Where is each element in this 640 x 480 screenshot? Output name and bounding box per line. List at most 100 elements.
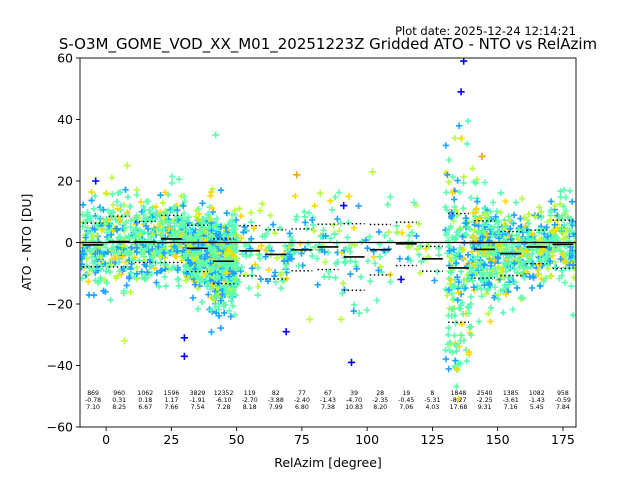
scatter-point — [445, 178, 452, 186]
scatter-point — [557, 255, 564, 263]
scatter-point — [479, 221, 486, 229]
scatter-point — [133, 264, 141, 271]
scatter-point — [451, 196, 458, 203]
scatter-point — [249, 265, 256, 272]
outlier-point — [293, 171, 301, 179]
scatter-point — [564, 226, 571, 233]
scatter-point — [442, 355, 450, 363]
y-tick-label: 0 — [65, 235, 73, 250]
scatter-point — [511, 260, 518, 267]
scatter-point — [162, 282, 170, 290]
scatter-point — [455, 249, 462, 256]
scatter-point — [127, 217, 135, 224]
scatter-point — [108, 174, 116, 181]
scatter-point — [431, 277, 438, 284]
scatter-point — [570, 261, 576, 269]
scatter-point — [371, 260, 379, 267]
scatter-point — [199, 299, 206, 306]
scatter-point — [501, 259, 508, 266]
scatter-point — [120, 290, 127, 297]
scatter-point — [556, 275, 563, 282]
scatter-point — [180, 210, 188, 217]
bin-stat-n: 28 — [376, 390, 384, 397]
scatter-point — [556, 214, 563, 222]
scatter-point — [483, 219, 490, 226]
scatter-point — [175, 176, 183, 183]
scatter-point — [455, 122, 463, 129]
scatter-point — [570, 274, 576, 281]
scatter-point — [435, 244, 443, 251]
scatter-point — [80, 250, 87, 258]
scatter-point — [209, 233, 216, 241]
scatter-point — [415, 220, 422, 228]
bin-stat-mean: -3.88 — [268, 397, 284, 404]
scatter-point — [442, 203, 449, 211]
scatter-point — [266, 243, 273, 250]
scatter-point — [449, 173, 456, 181]
scatter-point — [568, 283, 575, 290]
scatter-point — [240, 229, 247, 236]
scatter-point — [127, 203, 134, 210]
scatter-point — [231, 311, 239, 318]
scatter-point — [176, 240, 184, 247]
scatter-point — [446, 339, 454, 346]
scatter-point — [482, 211, 489, 219]
scatter-point — [92, 277, 99, 284]
scatter-point — [344, 234, 351, 241]
scatter-point — [478, 285, 485, 293]
scatter-point — [254, 292, 261, 299]
scatter-point — [127, 223, 134, 231]
scatter-point — [413, 245, 421, 253]
scatter-point — [455, 396, 462, 403]
scatter-point — [117, 202, 125, 209]
bin-stat-sd: 8.18 — [243, 404, 257, 411]
scatter-point — [485, 252, 492, 259]
scatter-point — [358, 238, 365, 245]
scatter-point — [347, 271, 354, 278]
scatter-point — [189, 294, 197, 301]
scatter-point — [537, 282, 544, 290]
scatter-point — [212, 303, 219, 311]
scatter-point — [105, 235, 113, 242]
scatter-point — [91, 265, 98, 272]
scatter-point — [107, 261, 115, 268]
scatter-point — [138, 250, 145, 257]
bin-stat-sd: 5.45 — [530, 404, 544, 411]
scatter-point — [449, 234, 456, 241]
scatter-point — [118, 271, 125, 278]
bin-stat-mean: -0.78 — [85, 397, 101, 404]
bin-stat-mean: 1.17 — [165, 397, 179, 404]
scatter-point — [339, 280, 347, 287]
scatter-point — [568, 198, 576, 205]
scatter-point — [219, 291, 226, 298]
bin-stat-mean: -1.91 — [189, 397, 205, 404]
scatter-point — [491, 223, 498, 231]
scatter-point — [370, 253, 378, 261]
scatter-point — [90, 205, 98, 213]
scatter-point — [103, 226, 111, 233]
scatter-point — [562, 207, 569, 215]
scatter-point — [332, 274, 339, 281]
scatter-point — [336, 227, 343, 235]
scatter-point — [456, 244, 464, 252]
scatter-point — [517, 259, 525, 266]
scatter-point — [113, 273, 120, 280]
scatter-point — [265, 266, 272, 273]
scatter-point — [168, 231, 176, 238]
scatter-point — [454, 274, 461, 281]
scatter-point — [127, 269, 135, 276]
scatter-point — [198, 226, 205, 233]
scatter-point — [208, 204, 216, 212]
scatter-point — [363, 307, 370, 314]
scatter-point — [457, 305, 464, 312]
scatter-point — [350, 224, 357, 231]
scatter-point — [483, 266, 491, 273]
scatter-point — [332, 260, 340, 267]
scatter-point — [468, 332, 475, 339]
scatter-point — [220, 243, 228, 250]
scatter-point — [478, 242, 485, 250]
scatter-point — [237, 212, 245, 220]
scatter-point — [102, 244, 109, 251]
bin-stat-mean: -5.31 — [424, 397, 440, 404]
scatter-point — [305, 209, 313, 217]
